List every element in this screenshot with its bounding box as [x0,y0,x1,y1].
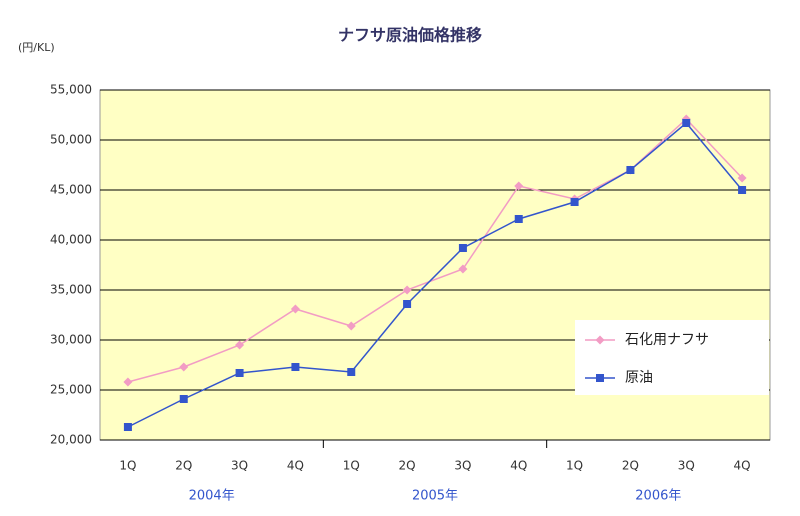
data-point [123,423,132,431]
y-unit: (円/KL) [18,41,55,54]
y-tick-label: 35,000 [50,283,92,297]
legend-marker [596,374,604,382]
x-tick-label: 4Q [287,459,304,473]
x-tick-label: 1Q [343,459,360,473]
x-tick-label: 4Q [510,459,527,473]
x-tick-label: 3Q [231,459,248,473]
legend-label: 石化用ナフサ [625,332,709,348]
data-point [347,368,356,376]
data-point [179,395,188,403]
y-tick-label: 25,000 [50,383,92,397]
y-tick-label: 55,000 [50,83,92,97]
data-point [291,363,300,371]
x-tick-label: 4Q [734,459,751,473]
x-tick-label: 1Q [119,459,136,473]
x-group-label: 2005年 [412,489,458,504]
data-point [235,340,245,350]
x-tick-label: 2Q [175,459,192,473]
data-point [403,300,412,308]
data-point [458,244,467,252]
data-point [290,304,300,314]
data-point [626,166,635,174]
data-point [737,173,747,183]
chart-title: ナフサ原油価格推移 [338,26,482,45]
legend-marker [595,335,605,345]
series-line [127,121,743,428]
y-tick-label: 30,000 [50,333,92,347]
x-tick-label: 3Q [678,459,695,473]
y-tick-label: 20,000 [50,433,92,447]
data-point [235,369,244,377]
y-tick-label: 50,000 [50,133,92,147]
data-point [514,215,523,223]
data-point [682,119,691,127]
data-point [570,198,579,206]
x-group-label: 2004年 [189,489,235,504]
x-tick-label: 1Q [566,459,583,473]
data-point [123,377,133,387]
data-point [458,264,468,274]
y-tick-label: 40,000 [50,233,92,247]
legend-label: 原油 [625,370,653,386]
data-point [402,285,412,295]
data-point [738,186,747,194]
x-tick-label: 2Q [622,459,639,473]
data-point [346,321,356,331]
legend-box [575,320,769,395]
data-point [179,362,189,372]
data-point [514,181,524,191]
x-tick-label: 2Q [399,459,416,473]
y-tick-label: 45,000 [50,183,92,197]
x-tick-label: 3Q [454,459,471,473]
x-group-label: 2006年 [635,489,681,504]
